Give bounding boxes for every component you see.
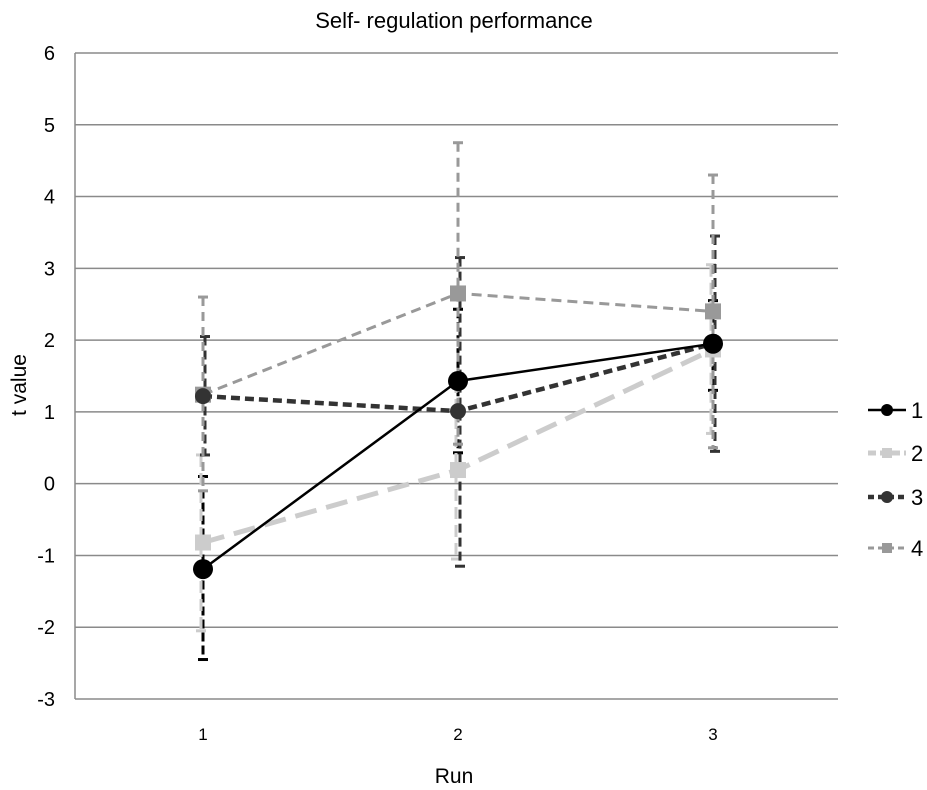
- legend-marker: [881, 404, 893, 416]
- x-axis-label: Run: [435, 765, 474, 788]
- y-tick-label: 6: [44, 43, 55, 65]
- y-axis-label: t value: [8, 354, 31, 416]
- y-tick-label: 2: [44, 330, 55, 352]
- legend-marker: [881, 491, 893, 503]
- legend-label: 3: [911, 485, 923, 510]
- legend-label: 4: [911, 536, 923, 561]
- legend-label: 2: [911, 441, 923, 466]
- x-tick-label: 3: [708, 725, 717, 744]
- y-tick-label: 3: [44, 258, 55, 280]
- y-tick-label: -2: [37, 617, 55, 639]
- x-tick-labels: 1 2 3: [198, 725, 717, 744]
- y-tick-label: 4: [44, 187, 55, 209]
- legend-label: 1: [911, 398, 923, 423]
- data-point: [703, 333, 723, 354]
- legend-marker: [882, 543, 892, 553]
- y-tick-label: -3: [37, 689, 55, 711]
- chart-title: Self- regulation performance: [315, 8, 593, 33]
- series-markers: [193, 285, 723, 580]
- data-point: [450, 285, 466, 302]
- y-tick-label: 5: [44, 115, 55, 137]
- y-tick-label: -1: [37, 545, 55, 567]
- x-tick-label: 2: [453, 725, 462, 744]
- data-point: [448, 371, 468, 392]
- y-tick-label: 0: [44, 474, 55, 496]
- data-point: [193, 559, 213, 580]
- data-point: [705, 303, 721, 320]
- legend-marker: [882, 448, 892, 458]
- y-tick-label: 1: [44, 402, 55, 424]
- x-tick-label: 1: [198, 725, 207, 744]
- y-tick-labels: 6 5 4 3 2 1 0 -1 -2 -3: [37, 43, 55, 711]
- data-point: [450, 462, 466, 479]
- legend: 1 2 3 4: [868, 398, 923, 561]
- data-point: [195, 388, 211, 405]
- data-point: [195, 534, 211, 551]
- data-point: [450, 403, 466, 420]
